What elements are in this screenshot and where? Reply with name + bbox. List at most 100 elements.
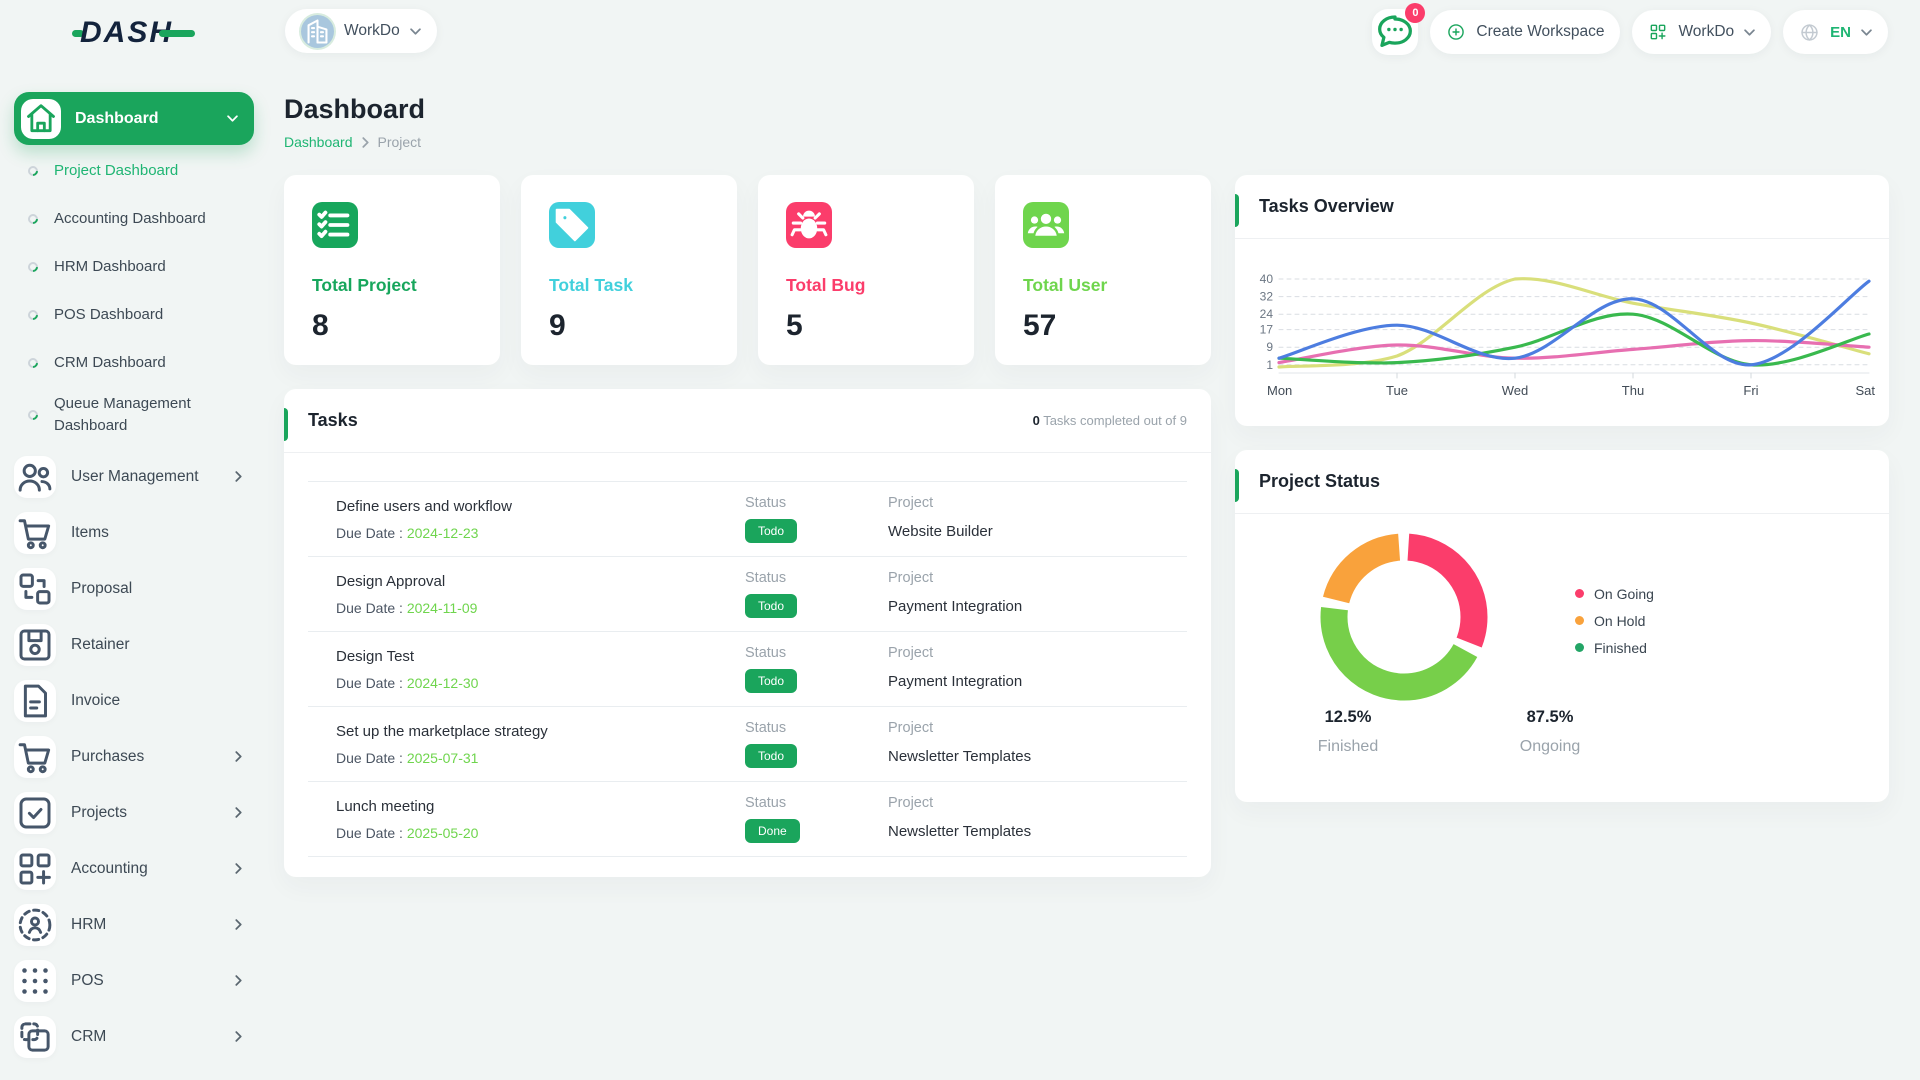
sidebar-item-label: Project Dashboard — [54, 162, 179, 180]
project-label: Project — [888, 795, 934, 811]
status-badge: Done — [745, 819, 800, 843]
globe-icon — [1799, 22, 1820, 43]
due-date-label: Due Date : — [336, 750, 407, 766]
sidebar-item-projects[interactable]: Projects — [14, 785, 254, 841]
sidebar-item-label: Queue Management Dashboard — [54, 395, 191, 434]
task-row[interactable]: Set up the marketplace strategy Due Date… — [308, 707, 1187, 782]
due-date-value: 2024-12-30 — [406, 675, 479, 691]
chevron-right-icon — [235, 751, 242, 762]
chevron-down-icon — [1744, 28, 1755, 36]
tasks-overview-chart: 40 32 24 17 9 1 Mon Tue Wed Thu Fri Sat — [1253, 235, 1878, 420]
logo-accent-left — [72, 29, 84, 37]
sidebar-item-accounting[interactable]: Accounting — [14, 841, 254, 897]
tasks-overview-title: Tasks Overview — [1259, 196, 1394, 216]
sidebar-item-dashboard[interactable]: Dashboard — [14, 92, 254, 145]
task-title: Set up the marketplace strategy — [336, 723, 548, 740]
status-label: Status — [745, 720, 787, 736]
sidebar-item-label: Accounting Dashboard — [54, 210, 206, 228]
sidebar-item-label: User Management — [71, 467, 199, 485]
legend-dot-icon — [1575, 643, 1584, 652]
task-row[interactable]: Design Approval Due Date : 2024-11-09 St… — [308, 557, 1187, 632]
overlap-squares-icon — [14, 1015, 56, 1058]
panel-accent-bar — [284, 408, 288, 441]
legend-dot-icon — [1575, 616, 1584, 625]
task-title: Define users and workflow — [336, 498, 512, 515]
task-title: Design Test — [336, 648, 415, 665]
sidebar-item-pos[interactable]: POS — [14, 953, 254, 1009]
sidebar-item-queue-management-dashboard[interactable]: Queue Management Dashboard — [25, 387, 254, 443]
task-row[interactable]: Design Test Due Date : 2024-12-30 Status… — [308, 632, 1187, 707]
tasks-panel: Tasks 0 Tasks completed out of 9 Define … — [284, 389, 1211, 877]
sidebar-item-label: HRM — [71, 915, 107, 933]
sidebar-item-hrm-dashboard[interactable]: HRM Dashboard — [25, 243, 254, 291]
workspace-name: WorkDo — [344, 22, 400, 39]
project-status-donut — [1319, 532, 1489, 702]
svg-text:32: 32 — [1260, 290, 1274, 304]
breadcrumb-current: Project — [377, 134, 422, 150]
users-group-icon — [1023, 202, 1069, 248]
stat-value: 87.5% — [1526, 708, 1574, 726]
sidebar-item-accounting-dashboard[interactable]: Accounting Dashboard — [25, 195, 254, 243]
bullet-icon — [25, 307, 41, 323]
status-badge: Todo — [745, 594, 798, 618]
sidebar-item-user-management[interactable]: User Management — [14, 449, 254, 505]
sidebar-item-invoice[interactable]: Invoice — [14, 673, 254, 729]
sidebar-item-proposal[interactable]: Proposal — [14, 561, 254, 617]
finished-stat: 12.5% Finished — [1278, 708, 1418, 756]
legend-item: On Going — [1575, 580, 1654, 607]
apps-menu-button[interactable]: WorkDo — [1632, 10, 1772, 54]
svg-text:24: 24 — [1260, 307, 1274, 321]
tasks-summary-text: Tasks completed out of 9 — [1039, 413, 1187, 428]
create-workspace-button[interactable]: Create Workspace — [1430, 10, 1621, 54]
stat-label: Total Bug — [786, 275, 866, 295]
legend-item: Finished — [1575, 634, 1654, 661]
chevron-right-icon — [235, 471, 242, 482]
stat-card-total-project: Total Project 8 — [284, 175, 500, 365]
app-logo: DASH — [72, 16, 196, 50]
workspace-selector[interactable]: WorkDo — [285, 9, 437, 53]
legend-dot-icon — [1575, 589, 1584, 598]
svg-text:Fri: Fri — [1743, 383, 1758, 398]
task-row[interactable]: Lunch meeting Due Date : 2025-05-20 Stat… — [308, 782, 1187, 857]
home-icon — [21, 98, 61, 139]
chevron-right-icon — [235, 919, 242, 930]
sidebar-item-crm[interactable]: CRM — [14, 1009, 254, 1065]
sidebar-item-pos-dashboard[interactable]: POS Dashboard — [25, 291, 254, 339]
sidebar-item-hrm[interactable]: HRM — [14, 897, 254, 953]
cart-icon — [14, 735, 56, 778]
check-square-icon — [14, 791, 56, 834]
sidebar-item-retainer[interactable]: Retainer — [14, 617, 254, 673]
bug-icon — [786, 202, 832, 248]
sidebar-item-crm-dashboard[interactable]: CRM Dashboard — [25, 339, 254, 387]
project-label: Project — [888, 570, 934, 586]
status-label: Status — [745, 495, 787, 511]
person-circle-icon — [14, 903, 56, 946]
sidebar-item-items[interactable]: Items — [14, 505, 254, 561]
sidebar-item-label: Projects — [71, 803, 127, 821]
task-project: Newsletter Templates — [888, 748, 1032, 765]
sidebar-item-purchases[interactable]: Purchases — [14, 729, 254, 785]
task-title: Design Approval — [336, 573, 446, 590]
sidebar: Dashboard Project Dashboard Accounting D… — [0, 64, 270, 1080]
chevron-right-icon — [235, 863, 242, 874]
breadcrumb-dashboard-link[interactable]: Dashboard — [284, 134, 353, 150]
task-row[interactable]: Define users and workflow Due Date : 202… — [308, 482, 1187, 557]
sidebar-item-label: Accounting — [71, 859, 148, 877]
sidebar-item-label: HRM Dashboard — [54, 258, 166, 276]
sidebar-item-label: CRM Dashboard — [54, 354, 166, 372]
due-date-label: Due Date : — [336, 825, 407, 841]
svg-text:1: 1 — [1266, 358, 1273, 372]
task-project: Newsletter Templates — [888, 823, 1032, 840]
legend-label: On Hold — [1594, 612, 1646, 629]
chat-button[interactable]: 0 — [1372, 3, 1426, 55]
sidebar-item-label: POS — [71, 971, 104, 989]
chevron-down-icon — [409, 27, 421, 35]
logo-text: DASH — [80, 16, 174, 49]
sidebar-item-project-dashboard[interactable]: Project Dashboard — [25, 147, 254, 195]
language-selector[interactable]: EN — [1783, 10, 1888, 54]
document-icon — [14, 679, 56, 722]
apps-menu-label: WorkDo — [1678, 23, 1735, 40]
sidebar-item-label: Purchases — [71, 747, 145, 765]
save-icon — [14, 623, 56, 666]
tasks-panel-title: Tasks — [308, 410, 358, 430]
